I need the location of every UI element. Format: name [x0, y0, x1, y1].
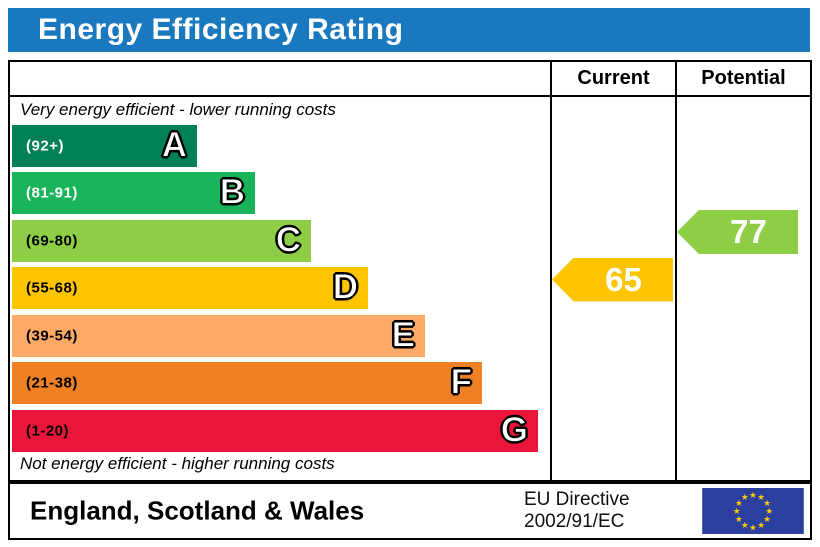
band-bar-c: (69-80) C	[12, 220, 311, 262]
eu-directive-line2: 2002/91/EC	[524, 511, 625, 532]
band-row-b: (81-91) B	[12, 172, 255, 214]
band-row-g: (1-20) G	[12, 410, 538, 452]
eu-directive-label: EU Directive 2002/91/EC	[524, 489, 630, 533]
band-letter: C	[275, 220, 301, 260]
region-label: England, Scotland & Wales	[30, 495, 365, 526]
svg-text:★: ★	[763, 499, 771, 509]
band-letter: F	[450, 362, 472, 402]
svg-text:★: ★	[757, 493, 765, 503]
current-column-divider	[550, 62, 552, 480]
svg-text:★: ★	[741, 493, 749, 503]
svg-text:★: ★	[763, 515, 771, 525]
band-range-label: (21-38)	[26, 374, 78, 392]
eu-directive-line1: EU Directive	[524, 489, 630, 510]
svg-text:★: ★	[733, 507, 741, 517]
band-row-e: (39-54) E	[12, 315, 425, 357]
band-letter: D	[332, 267, 358, 307]
band-letter: A	[161, 125, 187, 165]
page-title: Energy Efficiency Rating	[8, 8, 810, 52]
band-bar-b: (81-91) B	[12, 172, 255, 214]
current-rating-value: 65	[605, 260, 642, 298]
svg-text:★: ★	[749, 523, 757, 533]
rating-table: Current Potential Very energy efficient …	[8, 60, 812, 482]
svg-text:★: ★	[765, 507, 773, 517]
band-row-d: (55-68) D	[12, 267, 368, 309]
band-letter: E	[391, 315, 415, 355]
band-row-c: (69-80) C	[12, 220, 311, 262]
band-range-label: (39-54)	[26, 327, 78, 345]
potential-rating-value: 77	[730, 213, 767, 250]
potential-column-header: Potential	[701, 67, 786, 89]
current-rating-arrow: 65	[552, 257, 673, 302]
header-divider	[10, 95, 810, 97]
band-row-a: (92+) A	[12, 125, 197, 167]
band-bar-a: (92+) A	[12, 125, 197, 167]
potential-rating-arrow: 77	[677, 210, 798, 254]
caption-very-efficient: Very energy efficient - lower running co…	[20, 100, 336, 119]
current-column-header: Current	[577, 67, 650, 89]
svg-text:★: ★	[735, 499, 743, 509]
band-letter: B	[219, 172, 245, 212]
band-bar-d: (55-68) D	[12, 267, 368, 309]
band-range-label: (81-91)	[26, 184, 78, 202]
band-letter: G	[500, 410, 528, 450]
caption-not-efficient: Not energy efficient - higher running co…	[20, 454, 335, 473]
band-range-label: (92+)	[26, 137, 64, 155]
band-bar-e: (39-54) E	[12, 315, 425, 357]
svg-text:★: ★	[757, 521, 765, 531]
band-bar-f: (21-38) F	[12, 362, 482, 404]
band-row-f: (21-38) F	[12, 362, 482, 404]
band-bar-g: (1-20) G	[12, 410, 538, 452]
eu-flag-icon: ★ ★ ★ ★ ★ ★ ★ ★ ★ ★ ★ ★	[702, 488, 804, 534]
svg-text:★: ★	[735, 515, 743, 525]
svg-text:★: ★	[741, 521, 749, 531]
band-range-label: (69-80)	[26, 232, 78, 250]
footer: England, Scotland & Wales EU Directive 2…	[8, 482, 812, 540]
svg-text:★: ★	[749, 491, 757, 501]
band-range-label: (55-68)	[26, 279, 78, 297]
band-range-label: (1-20)	[26, 422, 70, 440]
potential-column-divider	[675, 62, 677, 480]
